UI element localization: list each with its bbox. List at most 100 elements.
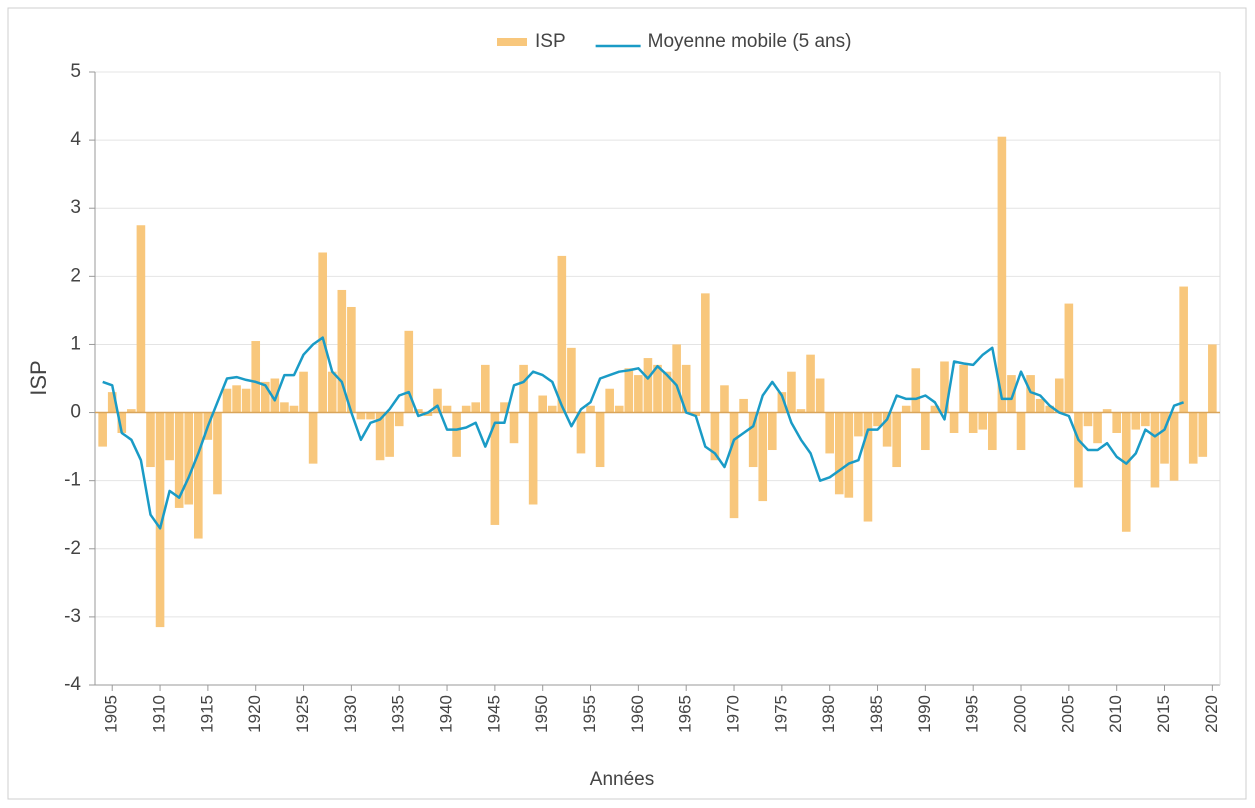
- bar: [452, 412, 461, 457]
- bar: [1074, 412, 1083, 488]
- bar: [547, 405, 557, 413]
- bar: [1179, 286, 1188, 413]
- bar: [815, 378, 825, 413]
- bar: [327, 371, 337, 413]
- bar: [423, 412, 433, 416]
- bar: [576, 412, 586, 454]
- y-tick-label: 4: [70, 129, 81, 150]
- moving-average-line: [102, 336, 1185, 530]
- bar: [787, 371, 796, 413]
- bar: [643, 358, 653, 413]
- bar: [988, 412, 997, 451]
- y-tick-label: 5: [70, 61, 81, 82]
- bar: [1093, 412, 1102, 444]
- bar: [1131, 412, 1141, 430]
- bar: [1054, 378, 1064, 413]
- bar: [1112, 412, 1121, 433]
- bar: [1102, 409, 1112, 413]
- bar: [882, 412, 892, 447]
- bar: [1150, 412, 1160, 488]
- x-tick-label: 1945: [484, 695, 503, 733]
- bar: [758, 412, 768, 502]
- bar: [318, 252, 327, 413]
- bar: [289, 405, 299, 413]
- legend-swatch: [497, 38, 527, 46]
- bar: [701, 293, 710, 413]
- x-tick-label: 1920: [245, 695, 264, 733]
- x-tick-label: 2000: [1011, 695, 1030, 733]
- bar: [174, 412, 184, 508]
- bar: [854, 412, 863, 437]
- x-tick-label: 1910: [150, 695, 169, 733]
- bar: [624, 368, 634, 413]
- x-tick-label: 1930: [341, 695, 360, 733]
- bar: [892, 412, 901, 468]
- bar: [959, 364, 968, 413]
- x-tick-label: 2020: [1202, 695, 1221, 733]
- bar: [528, 412, 538, 505]
- bar: [901, 405, 911, 413]
- bar: [260, 381, 270, 413]
- bar: [404, 330, 414, 413]
- bar: [337, 289, 347, 413]
- x-axis-title: Années: [590, 769, 654, 790]
- bar: [748, 412, 758, 468]
- bar: [729, 412, 739, 519]
- bar: [681, 364, 691, 413]
- x-tick-label: 1940: [437, 695, 456, 733]
- bar: [720, 385, 729, 413]
- bar: [930, 405, 940, 413]
- bar: [557, 255, 567, 413]
- bar: [509, 412, 519, 444]
- x-tick-label: 2015: [1154, 695, 1173, 733]
- bar: [1169, 412, 1179, 481]
- bar: [844, 412, 854, 498]
- bar: [1064, 303, 1074, 413]
- x-tick-label: 1915: [197, 695, 216, 733]
- bar: [347, 306, 356, 413]
- bar: [184, 412, 194, 505]
- bar: [1160, 412, 1169, 464]
- bar: [1083, 412, 1093, 427]
- bar: [672, 344, 681, 413]
- bar: [232, 385, 241, 413]
- x-tick-label: 1935: [389, 695, 408, 733]
- x-tick-label: 1955: [580, 695, 599, 733]
- bar: [567, 347, 576, 413]
- bar: [997, 136, 1007, 413]
- bar: [107, 392, 117, 413]
- bar: [375, 412, 385, 461]
- bar: [739, 398, 748, 413]
- bar: [98, 412, 107, 447]
- bar: [691, 412, 701, 416]
- bar: [433, 388, 442, 413]
- bar: [796, 409, 806, 413]
- bar: [873, 412, 882, 427]
- bar: [481, 364, 490, 413]
- bar: [165, 412, 174, 461]
- bar: [1007, 375, 1016, 413]
- bar: [471, 402, 481, 413]
- bar: [385, 412, 394, 457]
- x-tick-label: 1995: [963, 695, 982, 733]
- bar: [538, 395, 548, 413]
- bar: [949, 412, 959, 433]
- bar: [653, 364, 662, 413]
- bar: [777, 392, 787, 413]
- bar: [1208, 344, 1217, 413]
- bar: [710, 412, 720, 461]
- x-tick-label: 1965: [676, 695, 695, 733]
- x-tick-label: 1970: [724, 695, 743, 733]
- x-tick-label: 1975: [771, 695, 790, 733]
- bar: [634, 375, 643, 413]
- bar: [834, 412, 844, 495]
- bar: [366, 412, 375, 420]
- x-tick-label: 1990: [915, 695, 934, 733]
- x-tick-label: 1980: [819, 695, 838, 733]
- bar: [1121, 412, 1131, 532]
- bar: [117, 412, 127, 433]
- bar: [270, 378, 280, 413]
- legend-label: ISP: [535, 31, 566, 52]
- bar: [461, 405, 471, 413]
